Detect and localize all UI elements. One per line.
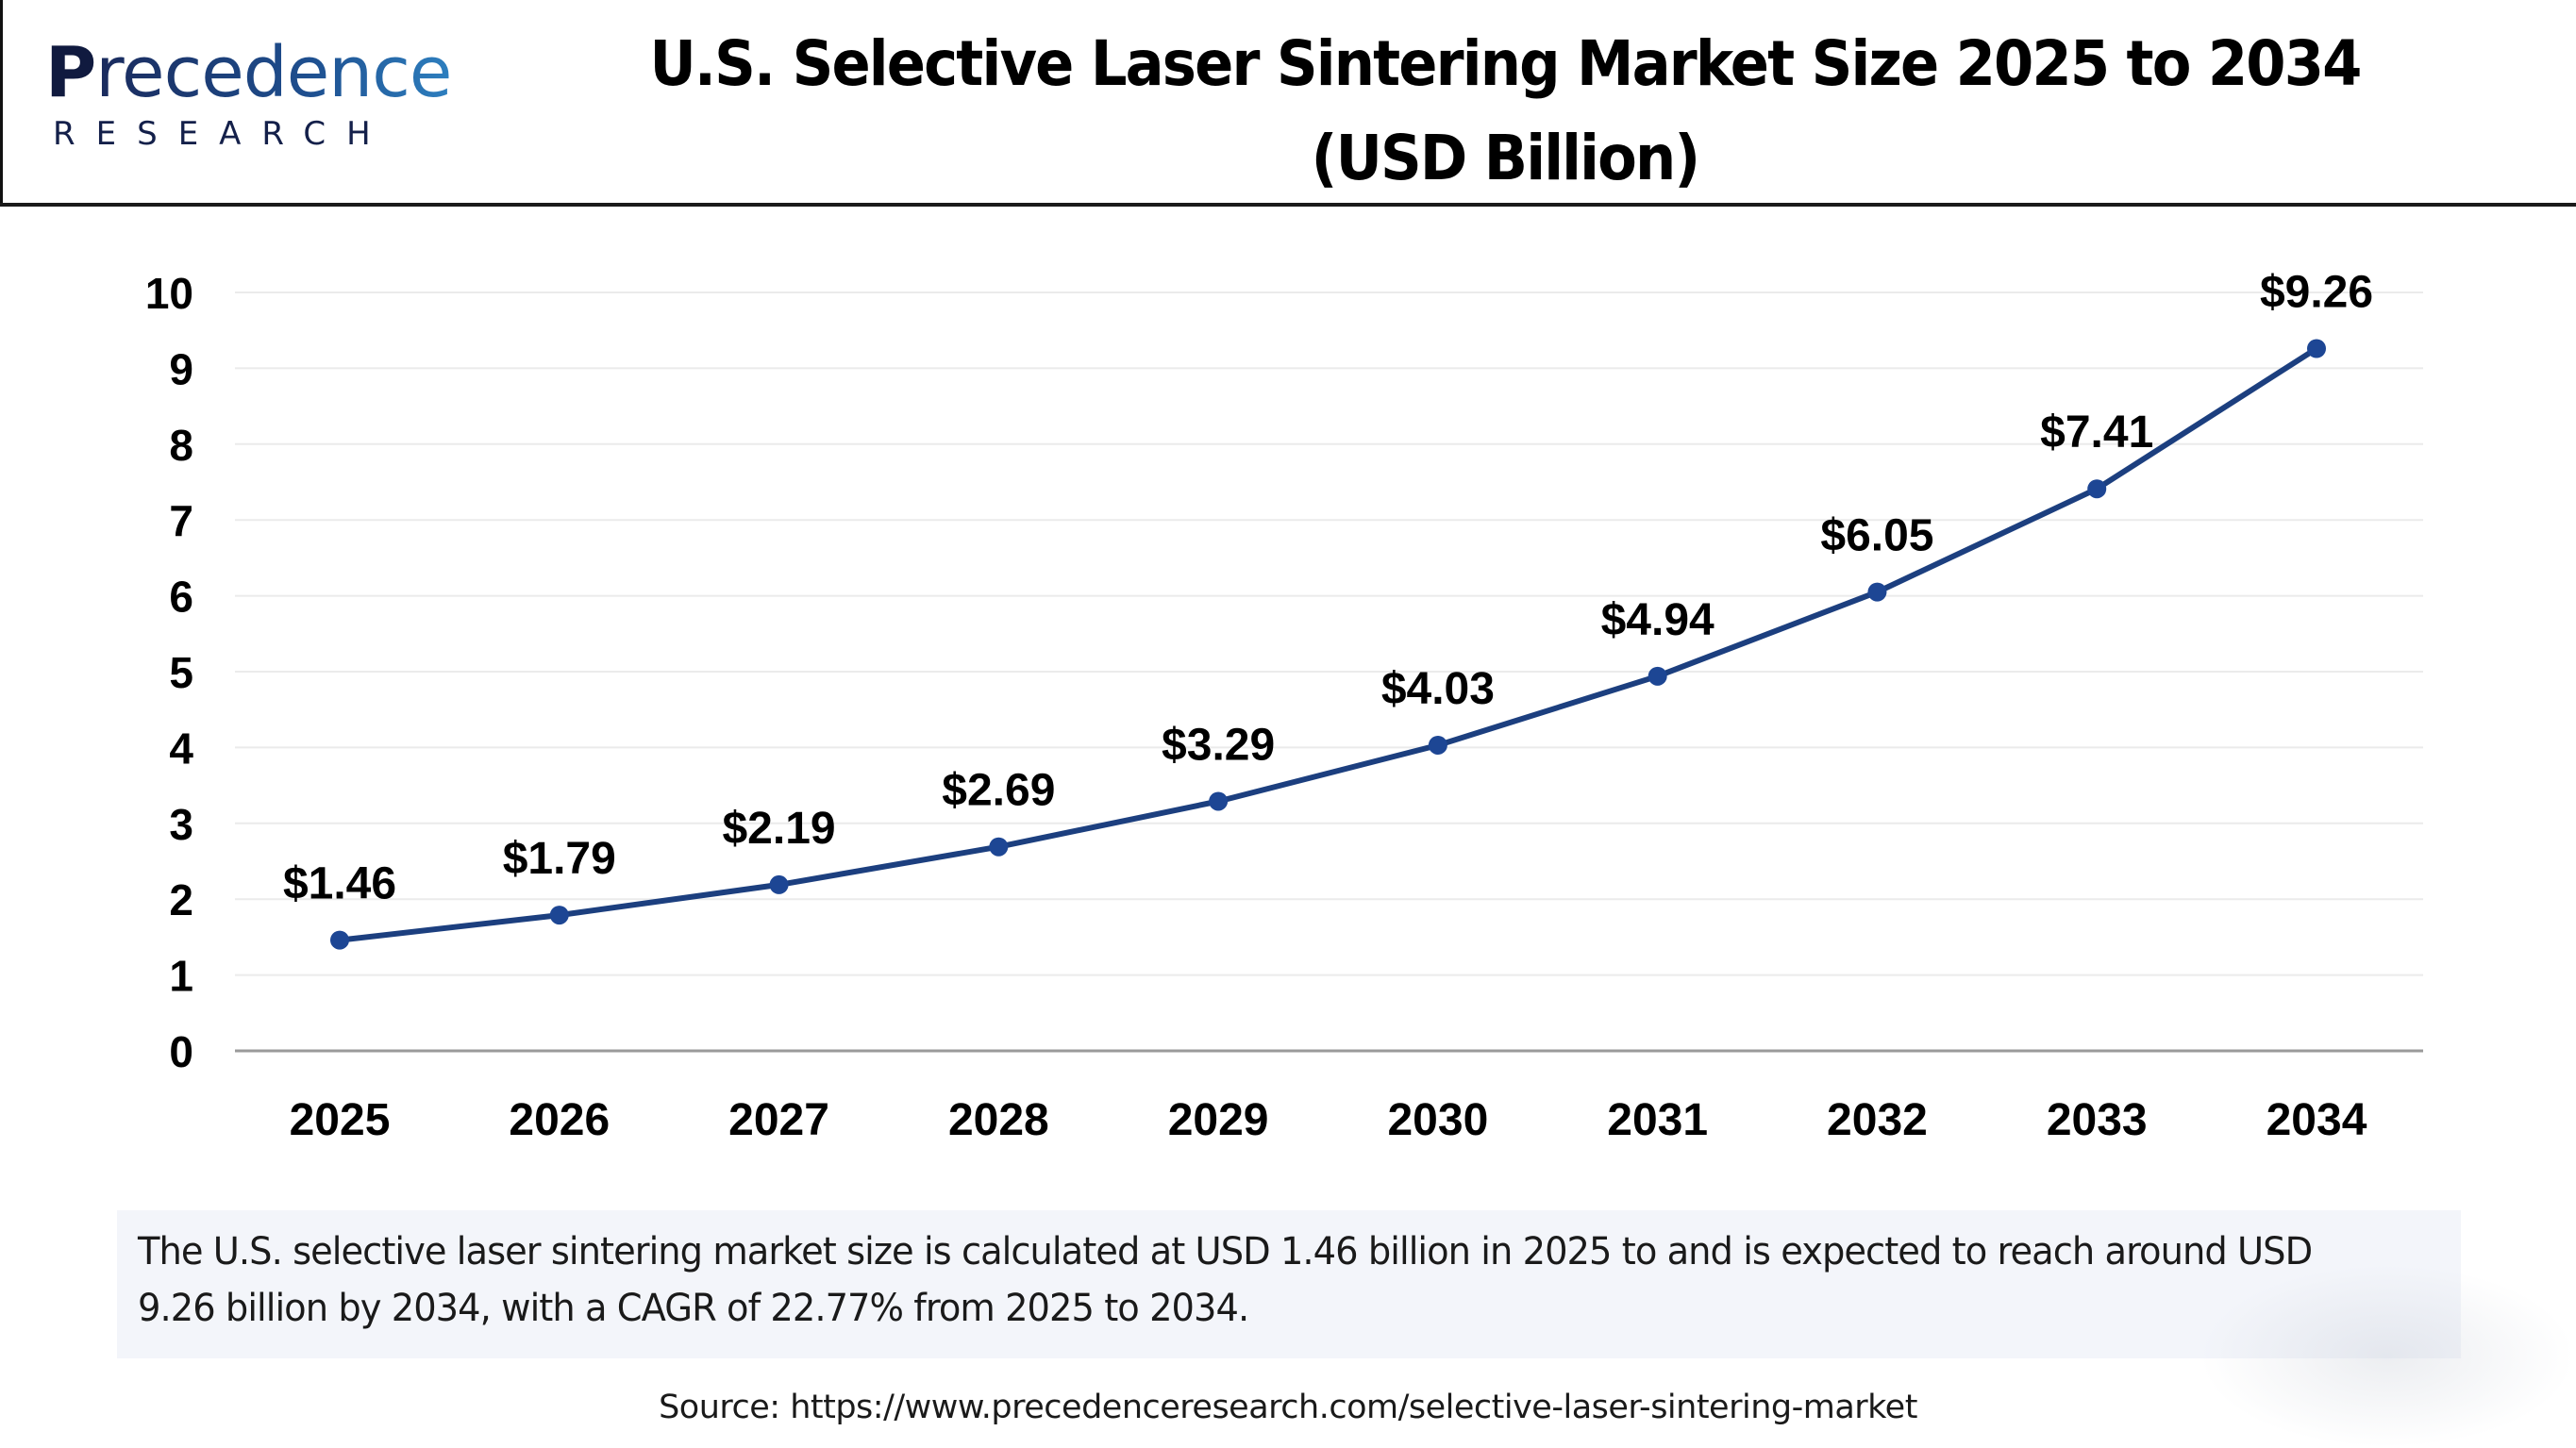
x-tick-label: 2032 — [1827, 1095, 1928, 1145]
data-label: $7.41 — [2040, 408, 2153, 458]
series-line — [339, 345, 2318, 943]
data-label: $6.05 — [1820, 511, 1933, 561]
data-labels: $1.46 $1.79 $2.19 $2.69 $3.29 $4.03 $4.94 $6.05… — [283, 267, 2373, 908]
data-label: $1.79 — [503, 834, 616, 884]
data-point-marker — [2307, 339, 2326, 358]
x-axis-tick-labels: 2025 2026 2027 2028 2029 2030 2031 2032 2033 2034 — [290, 1095, 2367, 1145]
y-tick-label: 9 — [169, 344, 193, 393]
logo-lead-letter: P — [45, 32, 96, 113]
y-tick-label: 7 — [169, 496, 193, 545]
data-label: $4.94 — [1601, 595, 1715, 645]
left-border — [0, 0, 3, 206]
y-tick-label: 5 — [169, 648, 193, 697]
x-tick-label: 2033 — [2047, 1095, 2148, 1145]
chart-title-line1: U.S. Selective Laser Sintering Market Si… — [649, 27, 2362, 100]
chart-title: U.S. Selective Laser Sintering Market Si… — [607, 17, 2403, 206]
decorative-shadow — [2199, 1264, 2576, 1448]
y-tick-label: 3 — [169, 800, 193, 849]
x-tick-label: 2034 — [2267, 1095, 2367, 1145]
data-label: $1.46 — [283, 859, 396, 909]
chart-title-line2: (USD Billion) — [1311, 122, 1700, 194]
precedence-research-logo: Precedence RESEARCH — [45, 38, 452, 160]
y-tick-label: 4 — [169, 724, 193, 773]
data-label: $9.26 — [2260, 267, 2373, 317]
y-tick-label: 1 — [169, 952, 193, 1001]
data-label: $2.69 — [942, 766, 1055, 816]
description-box: The U.S. selective laser sintering marke… — [117, 1210, 2461, 1358]
data-point-marker — [2087, 479, 2107, 499]
description-text: The U.S. selective laser sintering marke… — [138, 1230, 2313, 1330]
x-tick-label: 2026 — [509, 1095, 610, 1145]
y-axis-tick-labels: 0 1 2 3 4 5 6 7 8 9 10 — [145, 269, 194, 1076]
data-point-marker — [769, 874, 789, 894]
x-tick-label: 2029 — [1168, 1095, 1269, 1145]
data-point-marker — [1648, 666, 1667, 686]
y-tick-label: 8 — [169, 421, 193, 470]
data-point-marker — [549, 906, 569, 925]
header-divider — [0, 203, 2576, 207]
y-tick-label: 6 — [169, 573, 193, 622]
data-markers — [330, 339, 2326, 950]
logo-wordmark: Precedence — [45, 38, 452, 108]
data-label: $4.03 — [1381, 664, 1495, 714]
data-label: $3.29 — [1162, 720, 1275, 770]
line-chart: 0 1 2 3 4 5 6 7 8 9 10 2025 2026 2027 2028 2029 2030 203… — [145, 267, 2423, 1145]
y-tick-label: 10 — [145, 269, 193, 318]
logo-word-rest: recedence — [95, 32, 452, 113]
x-tick-label: 2027 — [728, 1095, 829, 1145]
x-tick-label: 2031 — [1607, 1095, 1708, 1145]
data-point-marker — [989, 837, 1009, 857]
data-point-marker — [1428, 735, 1447, 755]
data-point-marker — [330, 930, 349, 950]
x-tick-label: 2025 — [290, 1095, 391, 1145]
logo-subtitle: RESEARCH — [53, 115, 392, 153]
y-tick-label: 2 — [169, 875, 193, 924]
data-point-marker — [1867, 582, 1887, 602]
x-tick-label: 2028 — [948, 1095, 1049, 1145]
data-point-marker — [1209, 791, 1229, 811]
gridlines — [235, 291, 2423, 976]
x-tick-label: 2030 — [1387, 1095, 1488, 1145]
data-label: $2.19 — [722, 804, 835, 854]
y-tick-label: 0 — [169, 1027, 193, 1076]
source-citation: Source: https://www.precedenceresearch.c… — [659, 1389, 1917, 1426]
